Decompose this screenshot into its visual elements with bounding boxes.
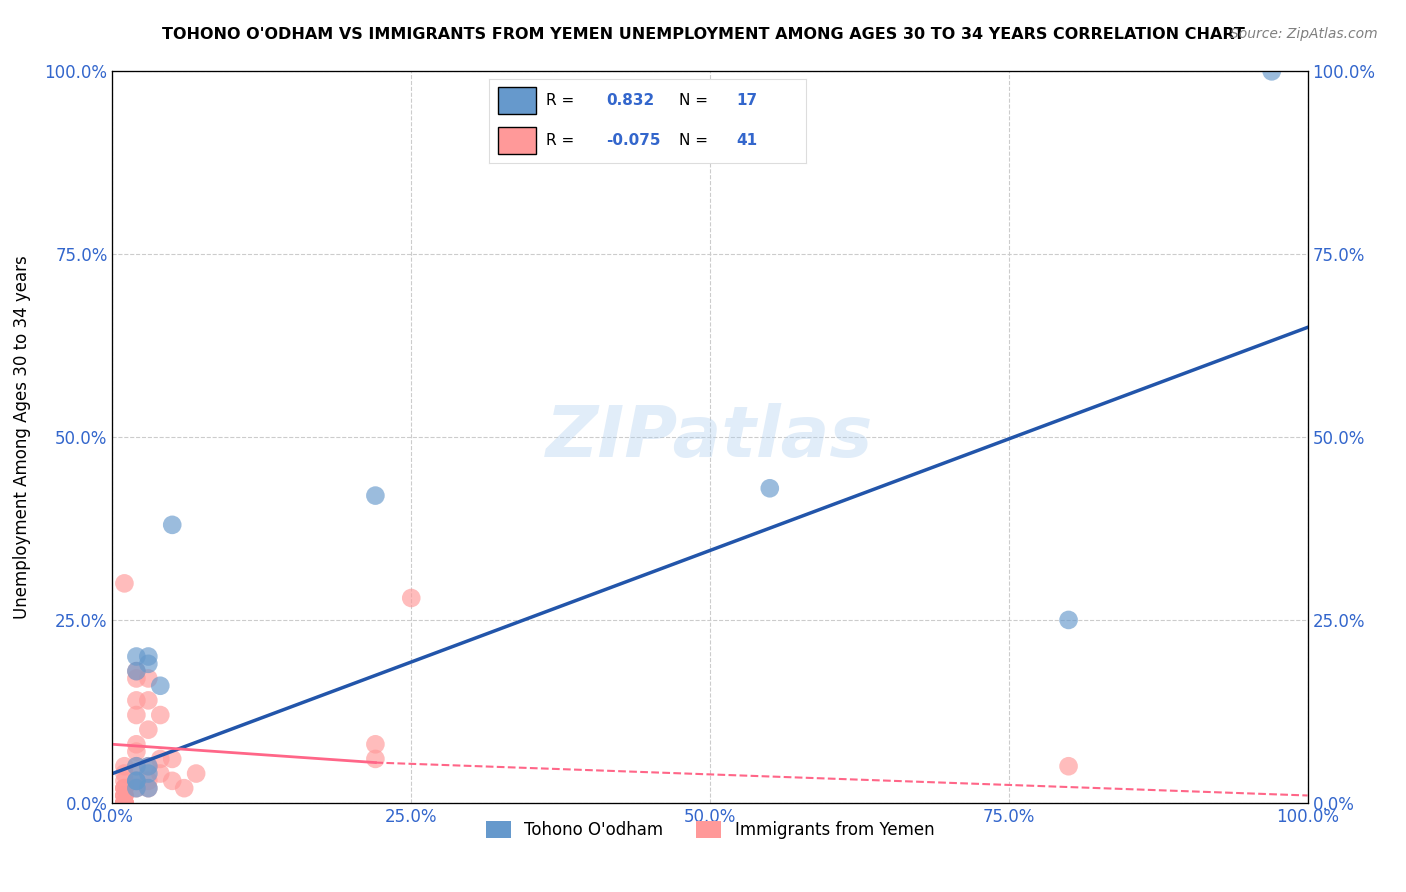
Point [162, 773, 183, 788]
Point [138, 723, 160, 737]
Point [114, 796, 135, 810]
Point [149, 766, 172, 780]
Point [162, 517, 183, 532]
Point [125, 737, 148, 751]
Point [114, 796, 135, 810]
Point [114, 781, 135, 796]
Text: ZIPatlas: ZIPatlas [547, 402, 873, 472]
Point [125, 745, 148, 759]
Point [114, 796, 135, 810]
Point [125, 649, 148, 664]
Point [125, 693, 148, 707]
Point [138, 759, 160, 773]
Point [125, 781, 148, 796]
Point [138, 773, 160, 788]
Point [125, 708, 148, 723]
Point [1261, 64, 1284, 78]
Text: TOHONO O'ODHAM VS IMMIGRANTS FROM YEMEN UNEMPLOYMENT AMONG AGES 30 TO 34 YEARS C: TOHONO O'ODHAM VS IMMIGRANTS FROM YEMEN … [162, 27, 1244, 42]
Text: Source: ZipAtlas.com: Source: ZipAtlas.com [1230, 27, 1378, 41]
Point [138, 657, 160, 671]
Point [125, 759, 148, 773]
Point [149, 679, 172, 693]
Legend: Tohono O'odham, Immigrants from Yemen: Tohono O'odham, Immigrants from Yemen [479, 814, 941, 846]
Point [138, 693, 160, 707]
Point [138, 649, 160, 664]
Point [114, 781, 135, 796]
Point [138, 781, 160, 796]
Point [125, 773, 148, 788]
Point [114, 781, 135, 796]
Point [125, 781, 148, 796]
Point [1057, 613, 1080, 627]
Point [364, 752, 387, 766]
Point [162, 752, 183, 766]
Point [173, 781, 195, 796]
Point [186, 766, 208, 780]
Point [149, 752, 172, 766]
Point [114, 766, 135, 780]
Y-axis label: Unemployment Among Ages 30 to 34 years: Unemployment Among Ages 30 to 34 years [13, 255, 31, 619]
Point [125, 773, 148, 788]
Point [364, 489, 387, 503]
Point [114, 796, 135, 810]
Point [125, 664, 148, 678]
Point [114, 773, 135, 788]
Point [125, 773, 148, 788]
Point [138, 766, 160, 780]
Point [149, 708, 172, 723]
Point [759, 481, 782, 495]
Point [114, 759, 135, 773]
Point [125, 672, 148, 686]
Point [114, 796, 135, 810]
Point [114, 789, 135, 803]
Point [114, 576, 135, 591]
Point [138, 781, 160, 796]
Point [125, 759, 148, 773]
Point [138, 672, 160, 686]
Point [114, 789, 135, 803]
Point [401, 591, 423, 605]
Point [364, 737, 387, 751]
Point [1057, 759, 1080, 773]
Point [138, 759, 160, 773]
Point [125, 664, 148, 678]
Point [114, 789, 135, 803]
